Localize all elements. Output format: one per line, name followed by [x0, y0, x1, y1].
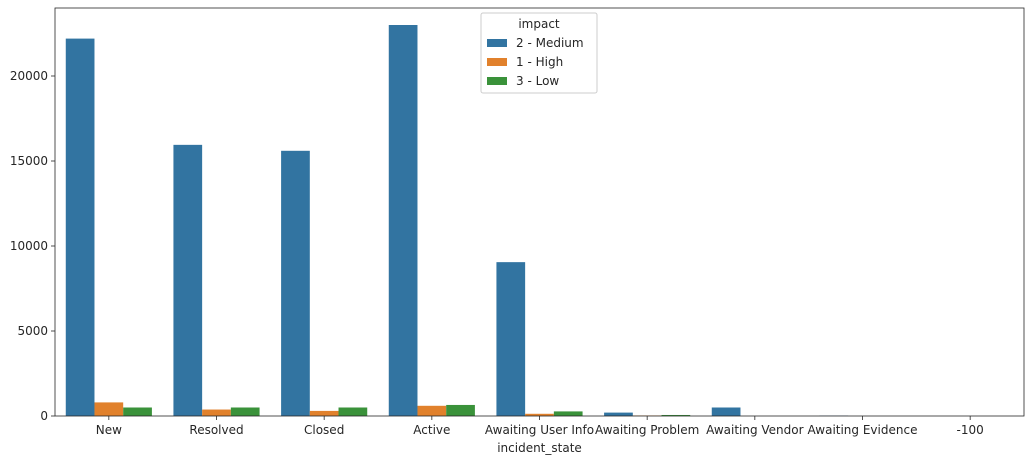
y-tick-label: 20000: [10, 69, 48, 83]
x-tick-label: Closed: [304, 423, 344, 437]
bar-3-low-1: [230, 407, 260, 416]
y-tick-label: 5000: [17, 324, 48, 338]
legend-box: [480, 12, 598, 94]
bar-1-high-0: [94, 402, 124, 416]
x-tick-label: Awaiting User Info: [485, 423, 594, 437]
y-axis: 0 5000 10000 15000 20000: [10, 69, 55, 423]
bar-1-high-3: [417, 405, 447, 416]
bar-2-medium-1: [173, 144, 203, 416]
x-tick-label: New: [96, 423, 122, 437]
bar-2-medium-4: [496, 262, 526, 416]
legend: impact 2 - Medium 1 - High 3 - Low: [480, 12, 598, 94]
legend-entry-label: 2 - Medium: [516, 36, 584, 50]
bar-3-low-4: [553, 411, 583, 416]
plot-frame: [54, 7, 1025, 417]
bar-2-medium-0: [65, 38, 95, 416]
x-tick-label: Awaiting Problem: [595, 423, 699, 437]
legend-title: impact: [518, 17, 560, 31]
bar-2-medium-3: [388, 25, 418, 416]
bars-group: [65, 25, 849, 417]
x-tick-label: Awaiting Vendor: [706, 423, 804, 437]
bar-3-low-3: [446, 404, 475, 416]
x-tick-label: Resolved: [189, 423, 243, 437]
x-tick-label: Active: [413, 423, 450, 437]
x-tick-label: Awaiting Evidence: [808, 423, 918, 437]
legend-swatch: [487, 77, 507, 85]
bar-2-medium-6: [711, 407, 741, 416]
y-tick-label: 0: [40, 409, 48, 423]
bar-3-low-5: [661, 414, 691, 416]
y-tick-label: 10000: [10, 239, 48, 253]
bar-2-medium-5: [604, 412, 633, 416]
x-axis: New Resolved Closed Active Awaiting User Inf…: [96, 416, 984, 437]
legend-entry-label: 3 - Low: [516, 74, 559, 88]
y-tick-label: 15000: [10, 154, 48, 168]
legend-entry-label: 1 - High: [516, 55, 563, 69]
bar-3-low-2: [338, 407, 368, 416]
legend-swatch: [487, 39, 507, 47]
bar-1-high-1: [202, 409, 231, 416]
legend-swatch: [487, 58, 507, 66]
x-axis-label: incident_state: [497, 441, 582, 455]
bar-3-low-0: [123, 407, 152, 416]
bar-1-high-4: [525, 413, 554, 416]
bar-1-high-2: [309, 410, 339, 416]
x-tick-label: -100: [957, 423, 984, 437]
bar-2-medium-2: [281, 150, 310, 417]
